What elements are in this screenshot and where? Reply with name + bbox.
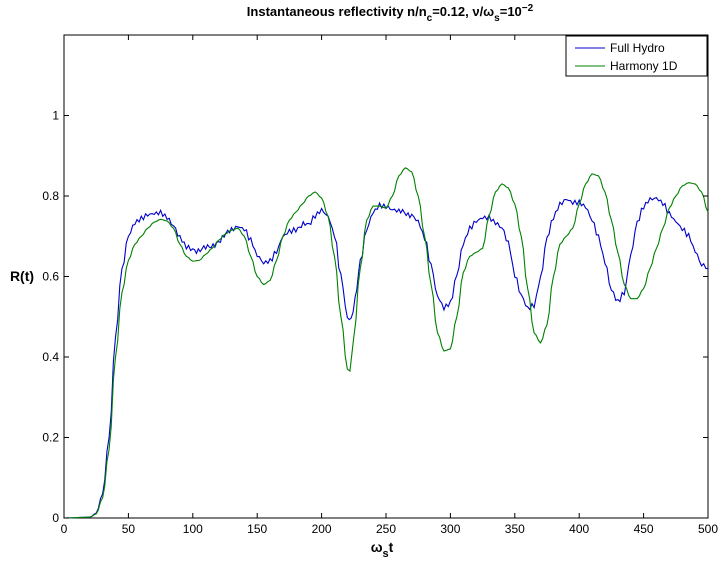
y-tick-label: 0.2 [42, 431, 59, 445]
y-tick-label: 0.6 [42, 270, 59, 284]
x-axis-label-tail: t [389, 539, 394, 555]
y-tick-label: 1 [52, 109, 59, 123]
y-tick-label: 0 [52, 511, 59, 525]
chart-title-part2: =0.12, ν/ω [432, 4, 494, 19]
chart-title-sub2: s [494, 13, 500, 24]
legend-box [565, 35, 708, 77]
y-tick-label: 0.4 [42, 350, 59, 364]
x-tick-label: 0 [61, 522, 68, 536]
x-tick-label: 450 [634, 522, 654, 536]
x-tick-label: 50 [122, 522, 136, 536]
chart-title: Instantaneous reflectivity n/nc=0.12, ν/… [247, 3, 534, 24]
x-tick-label: 200 [312, 522, 332, 536]
series-layer [63, 167, 709, 519]
y-axis-label: R(t) [10, 268, 34, 284]
x-axis-label-sub: s [383, 548, 389, 560]
legend: Full Hydro Harmony 1D [565, 35, 708, 77]
chart-title-sub1: c [427, 13, 433, 24]
x-axis-label: ωst [371, 539, 394, 560]
chart-title-part3: =10 [500, 4, 522, 19]
x-tick-label: 350 [505, 522, 525, 536]
x-axis-label-main: ω [371, 539, 383, 555]
plot-area: 0 50 100 150 200 250 300 350 400 450 500 0 0.2 0.4 0.6… [42, 34, 718, 536]
chart-title-sup: −2 [522, 3, 534, 14]
legend-label-full-hydro: Full Hydro [610, 41, 665, 55]
series-line-full-hydro [63, 196, 709, 519]
legend-label-harmony-1d: Harmony 1D [610, 59, 678, 73]
x-tick-label: 150 [247, 522, 267, 536]
series-line-harmony-1d [63, 167, 709, 519]
y-tick-label: 0.8 [42, 189, 59, 203]
x-tick-label: 300 [440, 522, 460, 536]
x-tick-label: 500 [698, 522, 718, 536]
x-tick-label: 250 [376, 522, 396, 536]
x-tick-label: 400 [569, 522, 589, 536]
x-tick-label: 100 [183, 522, 203, 536]
tick-layer: 0 50 100 150 200 250 300 350 400 450 500 0 0.2 0.4 0.6… [42, 35, 718, 536]
chart-title-part1: Instantaneous reflectivity n/n [247, 4, 427, 19]
